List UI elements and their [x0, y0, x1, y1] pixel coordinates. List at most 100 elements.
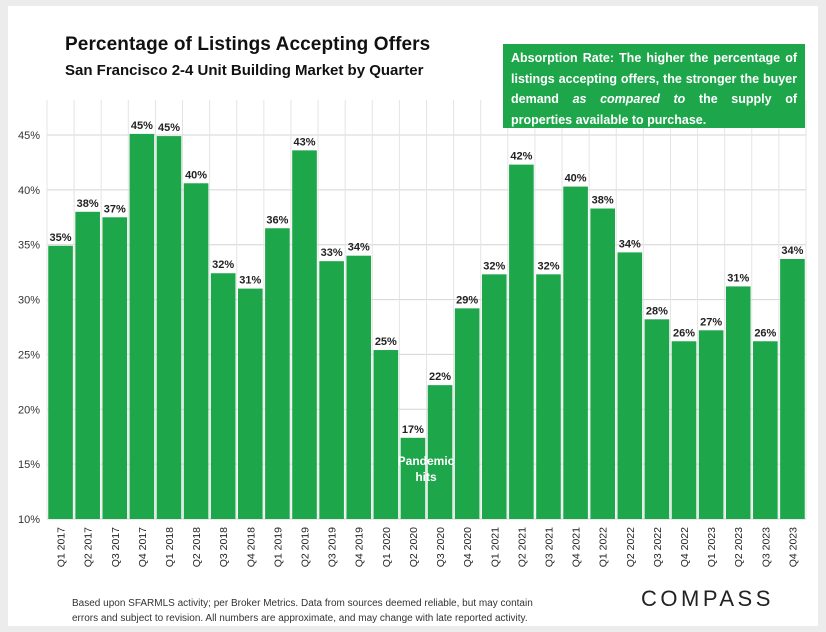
data-label: 33% [321, 247, 343, 259]
x-tick-label: Q1 2021 [489, 527, 501, 567]
bar [780, 258, 805, 519]
bar [373, 350, 399, 519]
bars [48, 133, 805, 520]
bar [454, 308, 480, 519]
bar [156, 136, 182, 519]
x-tick-label: Q1 2019 [272, 527, 284, 567]
y-axis-ticks: 10% 15% 20% 25% 30% 35% 40% 45% [18, 130, 40, 526]
x-tick-label: Q1 2020 [381, 527, 393, 567]
x-tick-label: Q4 2023 [787, 527, 799, 567]
bar [617, 252, 643, 519]
data-label: 22% [429, 371, 451, 383]
absorption-rate-callout: Absorption Rate: The higher the percenta… [503, 44, 805, 128]
pandemic-annotation-line1: Pandemic [397, 454, 455, 468]
data-label: 29% [456, 294, 478, 306]
bar [400, 437, 426, 519]
y-tick-label: 40% [18, 185, 40, 197]
x-tick-label: Q2 2020 [408, 527, 420, 567]
bar [698, 330, 724, 519]
data-label: 43% [294, 136, 316, 148]
data-label: 45% [131, 120, 153, 132]
x-tick-label: Q4 2020 [462, 527, 474, 567]
data-label: 37% [104, 203, 126, 215]
y-tick-label: 45% [18, 130, 40, 142]
footnote-line2: errors and subject to revision. All numb… [72, 613, 528, 624]
bar [48, 245, 73, 519]
bar [238, 288, 263, 519]
data-label: 38% [592, 195, 614, 207]
x-tick-label: Q3 2021 [543, 527, 555, 567]
data-label: 40% [185, 169, 207, 181]
x-tick-label: Q3 2019 [327, 527, 339, 567]
pandemic-annotation-line2: hits [415, 470, 437, 484]
data-label: 31% [239, 275, 261, 287]
y-tick-label: 35% [18, 240, 40, 252]
bar [590, 208, 615, 519]
x-tick-label: Q3 2022 [652, 527, 664, 567]
source-footnote: Based upon SFARMLS activity; per Broker … [72, 596, 592, 626]
data-label: 25% [375, 336, 397, 348]
y-tick-label: 20% [18, 404, 40, 416]
x-tick-label: Q4 2018 [245, 527, 257, 567]
bar [671, 341, 697, 519]
x-tick-label: Q4 2021 [571, 527, 583, 567]
data-label: 31% [727, 272, 749, 284]
data-label: 32% [212, 259, 234, 271]
data-label: 36% [266, 214, 288, 226]
callout-text-end: the supply of properties available to pu… [511, 92, 798, 127]
x-tick-label: Q3 2018 [218, 527, 230, 567]
x-tick-label: Q4 2022 [679, 527, 691, 567]
x-tick-label: Q2 2017 [83, 527, 95, 567]
x-tick-label: Q1 2022 [598, 527, 610, 567]
data-label: 34% [348, 242, 370, 254]
data-label: 27% [700, 316, 722, 328]
data-label: 32% [483, 260, 505, 272]
bar [563, 186, 588, 519]
data-label: 28% [646, 305, 668, 317]
callout-emphasis: as compared to [572, 92, 686, 106]
bar [346, 255, 372, 519]
x-tick-label: Q3 2020 [435, 527, 447, 567]
data-label: 26% [673, 327, 695, 339]
data-label: 35% [50, 232, 72, 244]
bar [481, 274, 507, 519]
x-tick-label: Q4 2019 [354, 527, 366, 567]
y-tick-label: 30% [18, 295, 40, 307]
data-label: 42% [510, 151, 532, 163]
bar [265, 228, 290, 519]
data-label: 17% [402, 424, 424, 436]
x-tick-label: Q2 2023 [733, 527, 745, 567]
bar [536, 274, 561, 519]
x-tick-label: Q3 2017 [110, 527, 122, 567]
x-tick-label: Q1 2023 [706, 527, 718, 567]
x-tick-label: Q3 2023 [760, 527, 772, 567]
x-tick-label: Q2 2021 [516, 527, 528, 567]
y-tick-label: 15% [18, 459, 40, 471]
x-tick-label: Q4 2017 [137, 527, 149, 567]
pandemic-annotation: Pandemic hits [390, 453, 462, 485]
bar [319, 261, 344, 519]
callout-text-start: Absorption Rate: The higher the percenta… [511, 51, 797, 106]
data-label: 40% [565, 173, 587, 185]
bar [509, 164, 534, 519]
bar [725, 286, 751, 519]
bar [753, 341, 778, 519]
x-tick-label: Q2 2019 [300, 527, 312, 567]
bar [210, 273, 236, 519]
footnote-line1: Based upon SFARMLS activity; per Broker … [72, 598, 533, 609]
bar [427, 385, 453, 519]
chart-subtitle: San Francisco 2-4 Unit Building Market b… [65, 62, 424, 79]
data-label: 38% [77, 198, 99, 210]
x-tick-label: Q2 2018 [191, 527, 203, 567]
bar [292, 150, 317, 520]
y-tick-label: 25% [18, 349, 40, 361]
bar [644, 319, 670, 519]
bar [129, 133, 155, 519]
data-labels: 35% 38% 37% 45% 45% 40% 32% 31% 36% 43% 33% 34% 25% 1… [50, 120, 804, 436]
bar [75, 211, 100, 520]
chart-title: Percentage of Listings Accepting Offers [65, 34, 431, 55]
data-label: 26% [754, 327, 776, 339]
data-label: 34% [619, 238, 641, 250]
x-tick-label: Q2 2022 [625, 527, 637, 567]
